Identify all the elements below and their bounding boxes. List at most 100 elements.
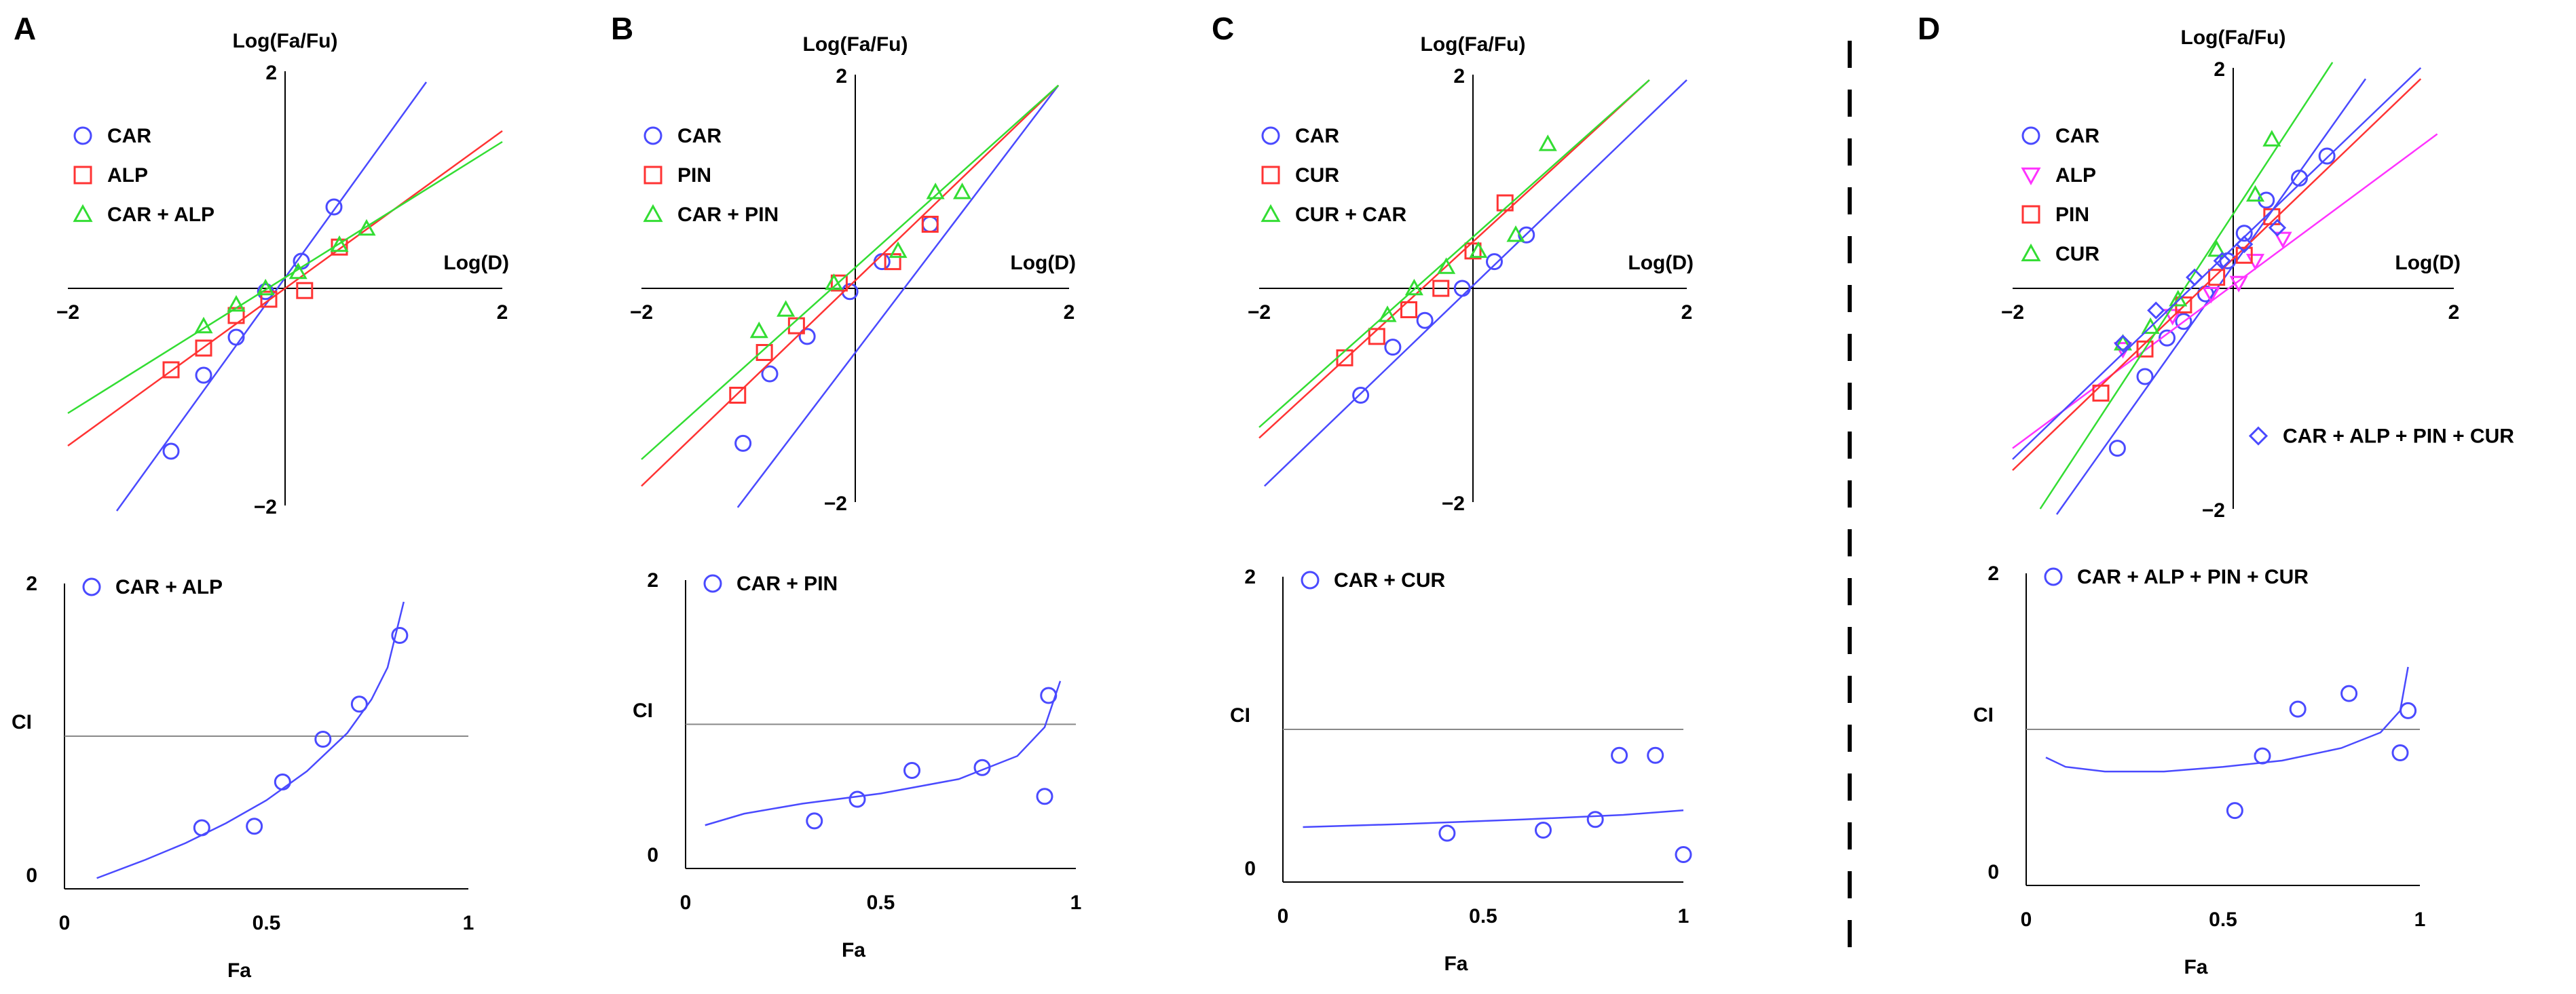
data-point	[162, 442, 180, 460]
y-axis-title: CI	[1973, 704, 1994, 727]
legend-marker	[2021, 126, 2040, 145]
data-point	[195, 366, 212, 384]
fit-line	[67, 130, 503, 447]
y-axis-title: Log(Fa/Fu)	[233, 30, 338, 52]
legend-marker	[643, 126, 662, 145]
data-point	[761, 365, 779, 383]
legend-label: CAR + ALP	[115, 576, 223, 598]
x-axis-title: Log(D)	[2395, 252, 2461, 274]
data-point	[2273, 231, 2292, 248]
data-point	[848, 790, 866, 808]
fit-line	[1258, 79, 1650, 428]
legend-marker	[643, 166, 662, 185]
data-point	[350, 695, 368, 713]
data-point	[391, 627, 409, 644]
data-point	[2207, 240, 2226, 257]
data-point	[777, 300, 796, 317]
chart-D-median-effect: D −2 2 2 −2 Log(Fa/Fu) Log(D) CAR ALP PIN CUR CAR +…	[1918, 11, 2514, 522]
data-point	[2235, 246, 2253, 264]
data-point	[1368, 328, 1385, 345]
data-point	[1416, 311, 1434, 329]
data-point	[952, 183, 972, 199]
data-point	[288, 262, 307, 280]
data-point	[274, 773, 291, 790]
y-tick-label: 0	[1244, 858, 1256, 880]
data-point	[1506, 225, 1525, 242]
data-point	[1453, 280, 1471, 297]
data-point	[841, 283, 859, 301]
x-axis-title: Fa	[2184, 956, 2207, 978]
data-point	[1438, 824, 1456, 842]
y-tick-label: 2	[1453, 65, 1465, 88]
y-axis-title: CI	[12, 711, 32, 733]
data-point	[1400, 301, 1417, 318]
data-point	[1647, 746, 1664, 764]
plots: A −2 2 2 −2 Log(Fa/Fu) Log(D) CAR ALP CAR + ALP B −…	[12, 11, 2514, 982]
legend-marker	[73, 166, 92, 185]
data-point	[2092, 384, 2110, 402]
data-point	[1432, 280, 1450, 297]
legend-marker	[643, 204, 663, 223]
data-point	[331, 238, 348, 256]
fit-line	[736, 84, 1060, 508]
y-tick-label: 2	[1987, 562, 1999, 585]
legend-marker	[2248, 426, 2269, 446]
x-tick-label: 0	[2021, 909, 2032, 931]
x-axis-title: Log(D)	[1010, 252, 1076, 274]
data-point	[2289, 700, 2307, 718]
data-point	[1464, 242, 1482, 260]
data-point	[2163, 309, 2182, 326]
data-point	[1404, 278, 1423, 296]
x-tick-label: 1	[1678, 905, 1690, 928]
data-point	[2114, 334, 2132, 353]
data-point	[162, 361, 180, 379]
y-axis-title: CI	[633, 700, 653, 722]
data-point	[926, 183, 945, 199]
series-ci: CAR + CUR	[1301, 569, 1692, 863]
fit-line	[1258, 79, 1650, 439]
data-point	[2245, 185, 2265, 202]
chart-C-median-effect: C −2 2 2 −2 Log(Fa/Fu) Log(D) CAR CUR CUR + CAR	[1212, 11, 1694, 515]
x-tick-label: 0	[680, 892, 692, 914]
data-point	[729, 387, 747, 404]
data-point	[2340, 685, 2358, 702]
data-point	[2186, 268, 2204, 286]
series-car-alp-pin-cur: CAR + ALP + PIN + CUR	[2012, 67, 2514, 460]
data-point	[2136, 340, 2154, 358]
fit-line	[641, 84, 1060, 460]
x-tick-label: 2	[1064, 301, 1075, 324]
legend-label: CAR + PIN	[677, 204, 779, 226]
data-point	[1040, 687, 1058, 704]
legend-label: CAR	[107, 125, 151, 147]
data-point	[787, 317, 805, 334]
x-tick-label: 1	[2414, 909, 2426, 931]
panel-letter: D	[1918, 11, 1940, 46]
y-tick-label: 2	[265, 62, 277, 84]
data-point	[2254, 747, 2271, 765]
data-point	[749, 321, 768, 339]
data-point	[1486, 253, 1503, 271]
x-tick-label: −2	[1248, 301, 1271, 324]
series-alp: ALP	[2012, 133, 2438, 449]
legend-marker	[2044, 567, 2063, 586]
y-tick-label: −2	[254, 496, 277, 518]
chart-B-ci: 0 0.5 1 2 0 CI Fa CAR + PIN	[633, 569, 1081, 961]
x-tick-label: 1	[463, 912, 474, 934]
data-point	[2226, 802, 2243, 820]
data-point	[1036, 788, 1053, 805]
data-point	[2213, 252, 2231, 270]
chart-A-median-effect: A −2 2 2 −2 Log(Fa/Fu) Log(D) CAR ALP CAR + ALP	[14, 11, 509, 518]
chart-C-ci: 0 0.5 1 2 0 CI Fa CAR + CUR	[1230, 566, 1692, 975]
fit-curve	[96, 601, 405, 879]
x-tick-label: −2	[630, 301, 653, 324]
data-point	[227, 328, 245, 346]
x-axis-title: Log(D)	[1628, 252, 1694, 274]
legend-label: CAR + ALP	[107, 204, 214, 226]
data-point	[2159, 329, 2176, 347]
data-point	[921, 216, 939, 233]
legend-label: CUR	[1295, 164, 1339, 187]
data-point	[2391, 744, 2409, 761]
series-car-pin: CAR + PIN	[641, 84, 1060, 460]
data-point	[330, 235, 349, 252]
data-point	[1586, 811, 1604, 828]
